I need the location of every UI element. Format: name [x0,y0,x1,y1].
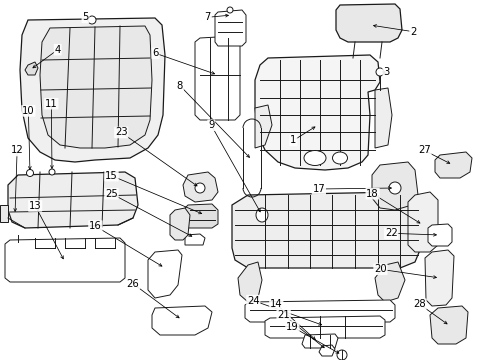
Ellipse shape [256,208,267,222]
Polygon shape [170,208,190,240]
Polygon shape [429,306,467,344]
Text: 21: 21 [277,310,289,320]
Text: 5: 5 [82,12,89,22]
Polygon shape [374,262,404,302]
Text: 2: 2 [409,27,416,37]
Polygon shape [424,250,453,306]
Polygon shape [20,18,164,162]
Text: 18: 18 [366,189,378,199]
Polygon shape [374,88,391,148]
Text: 1: 1 [289,135,296,145]
Ellipse shape [304,150,325,166]
Polygon shape [148,250,182,298]
Ellipse shape [375,68,383,76]
Polygon shape [302,334,337,348]
Polygon shape [427,224,451,246]
Polygon shape [335,4,401,42]
Text: 9: 9 [207,120,214,130]
Text: 6: 6 [152,48,159,58]
Polygon shape [195,36,240,120]
Ellipse shape [332,152,347,164]
Text: 12: 12 [11,145,23,156]
Polygon shape [318,345,334,356]
Polygon shape [184,234,204,245]
Ellipse shape [336,350,346,360]
Text: 23: 23 [115,127,127,138]
Polygon shape [254,55,379,170]
Text: 14: 14 [269,299,282,309]
Ellipse shape [26,170,34,176]
Ellipse shape [388,182,400,194]
Ellipse shape [49,169,55,175]
Polygon shape [254,105,271,148]
Text: 25: 25 [105,189,118,199]
Polygon shape [183,204,218,228]
Text: 28: 28 [412,299,425,309]
Ellipse shape [88,16,96,24]
Polygon shape [183,172,218,202]
Text: 24: 24 [246,296,259,306]
Polygon shape [434,152,471,178]
Text: 4: 4 [55,45,61,55]
Polygon shape [5,238,125,282]
Text: 19: 19 [285,322,298,332]
Text: 10: 10 [22,106,35,116]
Text: 15: 15 [105,171,118,181]
Polygon shape [244,300,394,322]
Text: 17: 17 [312,184,325,194]
Polygon shape [8,172,138,228]
Polygon shape [264,316,384,338]
Text: 7: 7 [204,12,211,22]
Text: 11: 11 [45,99,58,109]
Polygon shape [231,192,419,268]
Text: 27: 27 [417,145,430,156]
Text: 20: 20 [373,264,386,274]
Text: 16: 16 [89,221,102,231]
Polygon shape [40,26,152,148]
Polygon shape [0,205,8,222]
Ellipse shape [195,183,204,193]
Text: 22: 22 [384,228,397,238]
Text: 13: 13 [29,201,41,211]
Text: 26: 26 [126,279,139,289]
Text: 8: 8 [177,81,183,91]
Polygon shape [407,192,437,252]
Polygon shape [215,10,245,46]
Polygon shape [371,162,417,210]
Polygon shape [25,62,38,75]
Ellipse shape [226,7,232,13]
Polygon shape [152,306,212,335]
Text: 3: 3 [383,67,388,77]
Polygon shape [238,262,262,302]
